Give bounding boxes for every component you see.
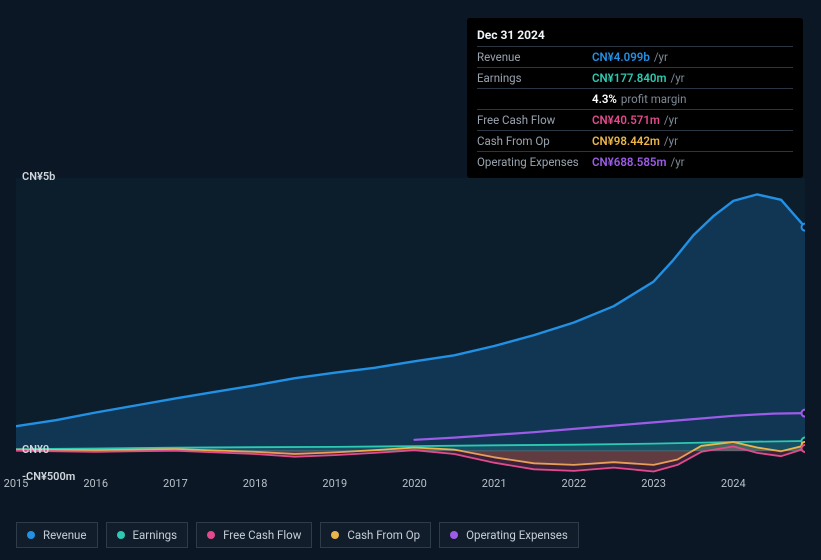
x-axis-tick: 2021	[482, 477, 507, 490]
tooltip-row-unit: /yr	[654, 50, 668, 64]
x-axis-tick: 2020	[402, 477, 427, 490]
tooltip-row: Cash From OpCN¥98.442m/yr	[477, 130, 793, 151]
legend-label: Free Cash Flow	[223, 528, 301, 542]
hover-tooltip: Dec 31 2024 RevenueCN¥4.099b/yrEarningsC…	[467, 18, 803, 178]
legend-label: Operating Expenses	[466, 528, 568, 542]
x-axis-tick: 2024	[721, 477, 746, 490]
legend-item[interactable]: Revenue	[16, 522, 98, 548]
chart-plot-svg	[16, 178, 805, 478]
x-axis-tick: 2022	[562, 477, 587, 490]
x-axis-tick: 2015	[4, 477, 29, 490]
legend-swatch-icon	[207, 531, 215, 539]
tooltip-row-label: Free Cash Flow	[477, 113, 592, 127]
tooltip-row-unit: /yr	[664, 113, 678, 127]
legend-swatch-icon	[450, 531, 458, 539]
y-axis-tick: CN¥5b	[22, 170, 55, 183]
x-axis-tick: 2017	[163, 477, 188, 490]
y-axis-tick: CN¥0	[22, 443, 49, 456]
tooltip-row-value: 4.3%	[592, 92, 617, 106]
tooltip-row-unit: profit margin	[621, 92, 687, 106]
x-axis-tick: 2016	[83, 477, 108, 490]
tooltip-row-value: CN¥40.571m	[592, 113, 660, 127]
legend-item[interactable]: Free Cash Flow	[196, 522, 312, 548]
tooltip-row-value: CN¥4.099b	[592, 50, 650, 64]
tooltip-row: EarningsCN¥177.840m/yr	[477, 67, 793, 88]
tooltip-row-label: Earnings	[477, 71, 592, 85]
tooltip-row-unit: /yr	[670, 71, 684, 85]
legend-label: Revenue	[43, 528, 87, 542]
tooltip-row: Free Cash FlowCN¥40.571m/yr	[477, 109, 793, 130]
chart-legend: Revenue Earnings Free Cash Flow Cash From O…	[16, 522, 579, 548]
x-axis-tick: 2023	[641, 477, 666, 490]
legend-label: Cash From Op	[347, 528, 420, 542]
tooltip-row-label: Revenue	[477, 50, 592, 64]
tooltip-date: Dec 31 2024	[477, 24, 793, 46]
tooltip-row-value: CN¥177.840m	[592, 71, 666, 85]
earnings-revenue-chart[interactable]: CN¥5bCN¥0-CN¥500m20152016201720182019202…	[16, 160, 805, 510]
tooltip-row: RevenueCN¥4.099b/yr	[477, 46, 793, 67]
legend-item[interactable]: Operating Expenses	[439, 522, 579, 548]
legend-swatch-icon	[27, 531, 35, 539]
y-axis-tick: -CN¥500m	[22, 470, 75, 483]
tooltip-row-unit: /yr	[664, 134, 678, 148]
tooltip-row: 4.3% profit margin	[477, 88, 793, 109]
tooltip-row-value: CN¥98.442m	[592, 134, 660, 148]
tooltip-row-label: Cash From Op	[477, 134, 592, 148]
legend-item[interactable]: Earnings	[106, 522, 189, 548]
x-axis-tick: 2018	[243, 477, 268, 490]
legend-swatch-icon	[331, 531, 339, 539]
x-axis-tick: 2019	[322, 477, 347, 490]
legend-item[interactable]: Cash From Op	[320, 522, 431, 548]
legend-label: Earnings	[133, 528, 178, 542]
legend-swatch-icon	[117, 531, 125, 539]
